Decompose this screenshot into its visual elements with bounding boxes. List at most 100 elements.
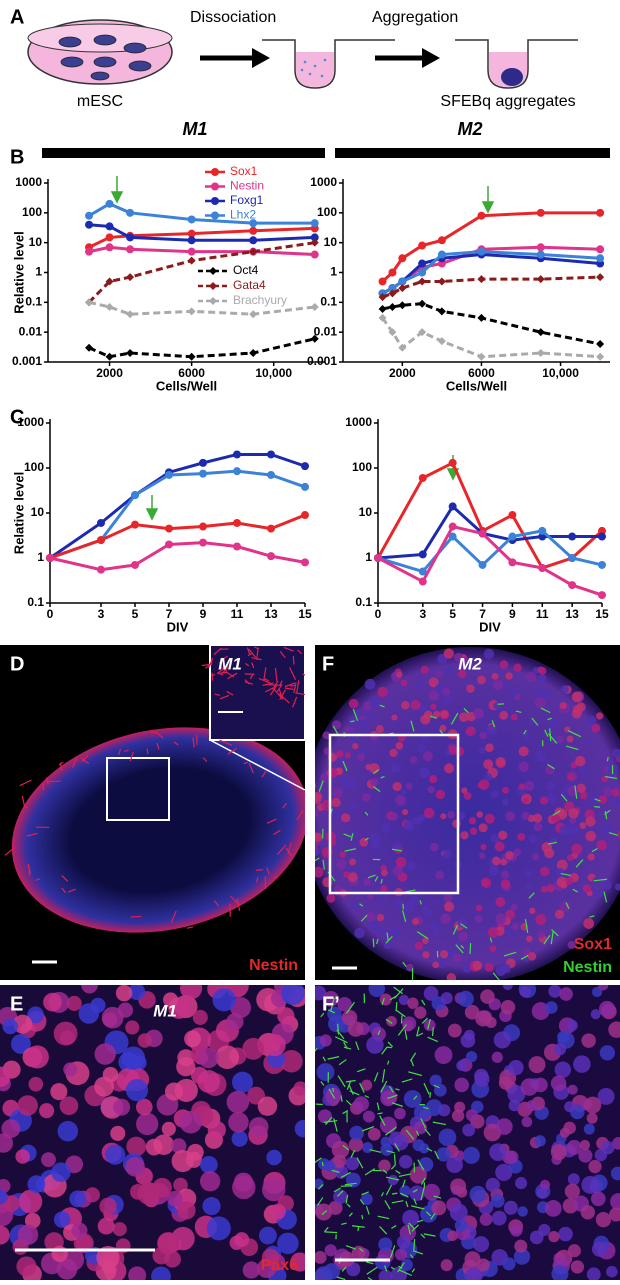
nucleus [376, 725, 384, 733]
point [106, 222, 114, 230]
nucleus [548, 985, 561, 998]
nucleus [495, 897, 505, 907]
point [479, 530, 487, 538]
nucleus [424, 808, 435, 819]
nucleus [583, 918, 594, 929]
series-line [50, 454, 305, 558]
x-tick-label: 10,000 [542, 366, 579, 380]
aggregate [501, 68, 523, 86]
nucleus [370, 778, 378, 786]
nucleus [138, 1182, 161, 1205]
nucleus [567, 854, 573, 860]
nucleus [98, 1218, 115, 1235]
nucleus [477, 676, 486, 685]
point [106, 233, 114, 241]
nucleus [540, 797, 548, 805]
point [188, 353, 196, 361]
point [538, 564, 546, 572]
nucleus [307, 838, 315, 846]
fiber [430, 1092, 431, 1098]
nucleus [522, 797, 528, 803]
nucleus [215, 1045, 239, 1069]
nucleus [313, 833, 322, 842]
nucleus [366, 912, 376, 922]
nucleus [601, 1141, 614, 1154]
nucleus [110, 1126, 125, 1141]
nucleus [433, 931, 439, 937]
column-header: M1 [182, 119, 207, 139]
nucleus [449, 746, 458, 755]
nucleus [568, 1173, 580, 1185]
y-tick-label: 1000 [345, 415, 372, 429]
nucleus [469, 817, 476, 824]
point [374, 554, 382, 562]
nucleus [441, 992, 453, 1004]
nucleus [505, 672, 512, 679]
nucleus [430, 843, 439, 852]
y-tick-label: 1 [35, 265, 42, 279]
header-bar [335, 148, 610, 158]
nucleus [581, 1176, 599, 1194]
nucleus [517, 1206, 527, 1216]
nucleus [495, 913, 506, 924]
nucleus [429, 921, 439, 931]
nucleus [99, 1198, 116, 1215]
nucleus [136, 1113, 158, 1135]
fiber [293, 656, 294, 664]
nucleus [349, 1126, 364, 1141]
nucleus [165, 1083, 183, 1101]
nucleus [18, 1224, 38, 1244]
point [249, 310, 257, 318]
nucleus [565, 1184, 580, 1199]
nucleus [522, 812, 530, 820]
nucleus [422, 951, 429, 958]
nucleus [473, 961, 483, 971]
nucleus [491, 790, 499, 798]
nucleus [537, 666, 544, 673]
point [301, 558, 309, 566]
nucleus [535, 1135, 546, 1146]
point [477, 314, 485, 322]
arrow-head [422, 48, 440, 68]
stain-label: Nestin [249, 957, 298, 974]
nucleus [366, 711, 374, 719]
nucleus [486, 1178, 500, 1192]
point [188, 215, 196, 223]
nucleus [381, 869, 388, 876]
point [508, 511, 516, 519]
nucleus [228, 1112, 248, 1132]
fiber [389, 733, 393, 734]
x-axis-label: Cells/Well [156, 378, 217, 393]
point [418, 277, 426, 285]
nucleus [492, 1052, 503, 1063]
nucleus [466, 684, 474, 692]
point [508, 558, 516, 566]
nucleus [587, 1113, 598, 1124]
point [418, 242, 426, 250]
nucleus [179, 1111, 202, 1134]
nucleus [479, 853, 485, 859]
nucleus [332, 720, 341, 729]
nucleus [530, 1231, 544, 1245]
nucleus [358, 719, 369, 730]
nucleus [395, 742, 403, 750]
y-axis-label: Relative level [11, 231, 26, 313]
nucleus [596, 1212, 611, 1227]
series-line [383, 304, 601, 344]
point [438, 307, 446, 315]
nucleus [518, 762, 528, 772]
point [267, 525, 275, 533]
nucleus [138, 1033, 152, 1047]
nucleus [571, 844, 582, 855]
nucleus [346, 780, 356, 790]
y-tick-label: 1 [365, 550, 372, 564]
nucleus [431, 1200, 446, 1215]
nucleus [366, 1036, 384, 1054]
nucleus [498, 831, 507, 840]
nucleus [380, 885, 387, 892]
point [106, 200, 114, 208]
nucleus [363, 878, 371, 886]
point [477, 275, 485, 283]
